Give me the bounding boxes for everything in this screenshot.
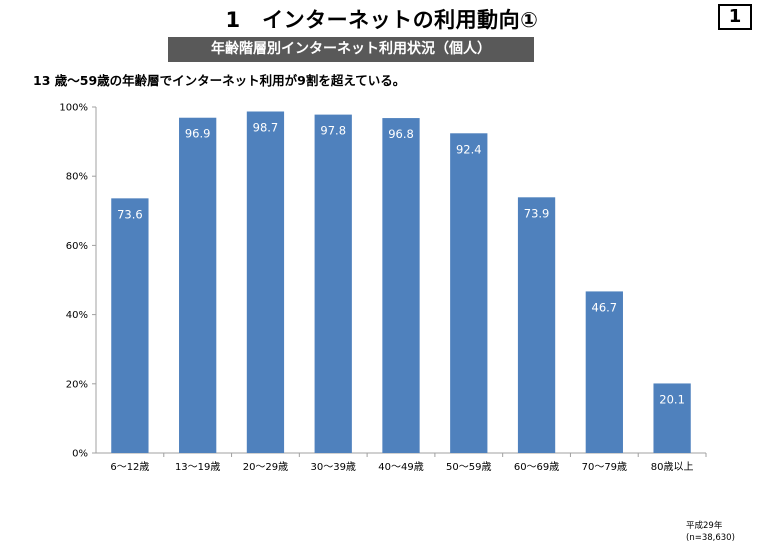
y-tick-label: 60%	[66, 241, 88, 252]
bar-value-label: 46.7	[592, 300, 618, 314]
lead-text: 13 歳～59歳の年齢層でインターネット利用が9割を超えている。	[33, 73, 406, 88]
bar-value-label: 97.8	[320, 124, 346, 138]
footnote: 平成29年 (n=38,630)	[686, 520, 735, 544]
bar-value-label: 96.8	[388, 127, 414, 141]
x-tick-label: 60～69歳	[514, 461, 559, 473]
x-tick-label: 20～29歳	[243, 461, 288, 473]
bar	[179, 117, 217, 453]
x-tick-label: 50～59歳	[446, 461, 491, 473]
bar	[382, 118, 420, 454]
x-tick-label: 13～19歳	[175, 461, 220, 473]
y-tick-label: 80%	[66, 172, 88, 183]
bar	[246, 111, 285, 454]
bar-value-label: 73.6	[117, 207, 143, 221]
bar-value-label: 73.9	[524, 206, 550, 220]
bar	[653, 383, 691, 453]
bar	[111, 198, 149, 453]
footnote-sample: (n=38,630)	[686, 533, 735, 543]
x-tick-label: 6～12歳	[110, 461, 149, 473]
y-tick-label: 100%	[59, 103, 88, 114]
bar	[450, 133, 488, 453]
footnote-year: 平成29年	[686, 521, 723, 531]
bar	[585, 291, 623, 453]
bar-value-label: 92.4	[456, 142, 482, 156]
bar-value-label: 98.7	[253, 120, 279, 134]
y-tick-label: 40%	[66, 310, 88, 321]
page-number-badge: 1	[718, 4, 752, 30]
bar-value-label: 20.1	[659, 392, 685, 406]
x-tick-label: 30～39歳	[310, 461, 355, 473]
page-title: 1 インターネットの利用動向①	[225, 8, 539, 32]
bar	[517, 197, 556, 453]
y-tick-label: 20%	[66, 379, 88, 390]
x-tick-label: 40～49歳	[378, 461, 423, 473]
x-tick-label: 80歳以上	[651, 461, 694, 473]
bar-value-label: 96.9	[185, 127, 211, 141]
subtitle-banner: 年齢階層別インターネット利用状況（個人）	[168, 37, 534, 62]
bar	[314, 114, 352, 453]
y-tick-label: 0%	[72, 449, 88, 460]
x-tick-label: 70～79歳	[582, 461, 627, 473]
